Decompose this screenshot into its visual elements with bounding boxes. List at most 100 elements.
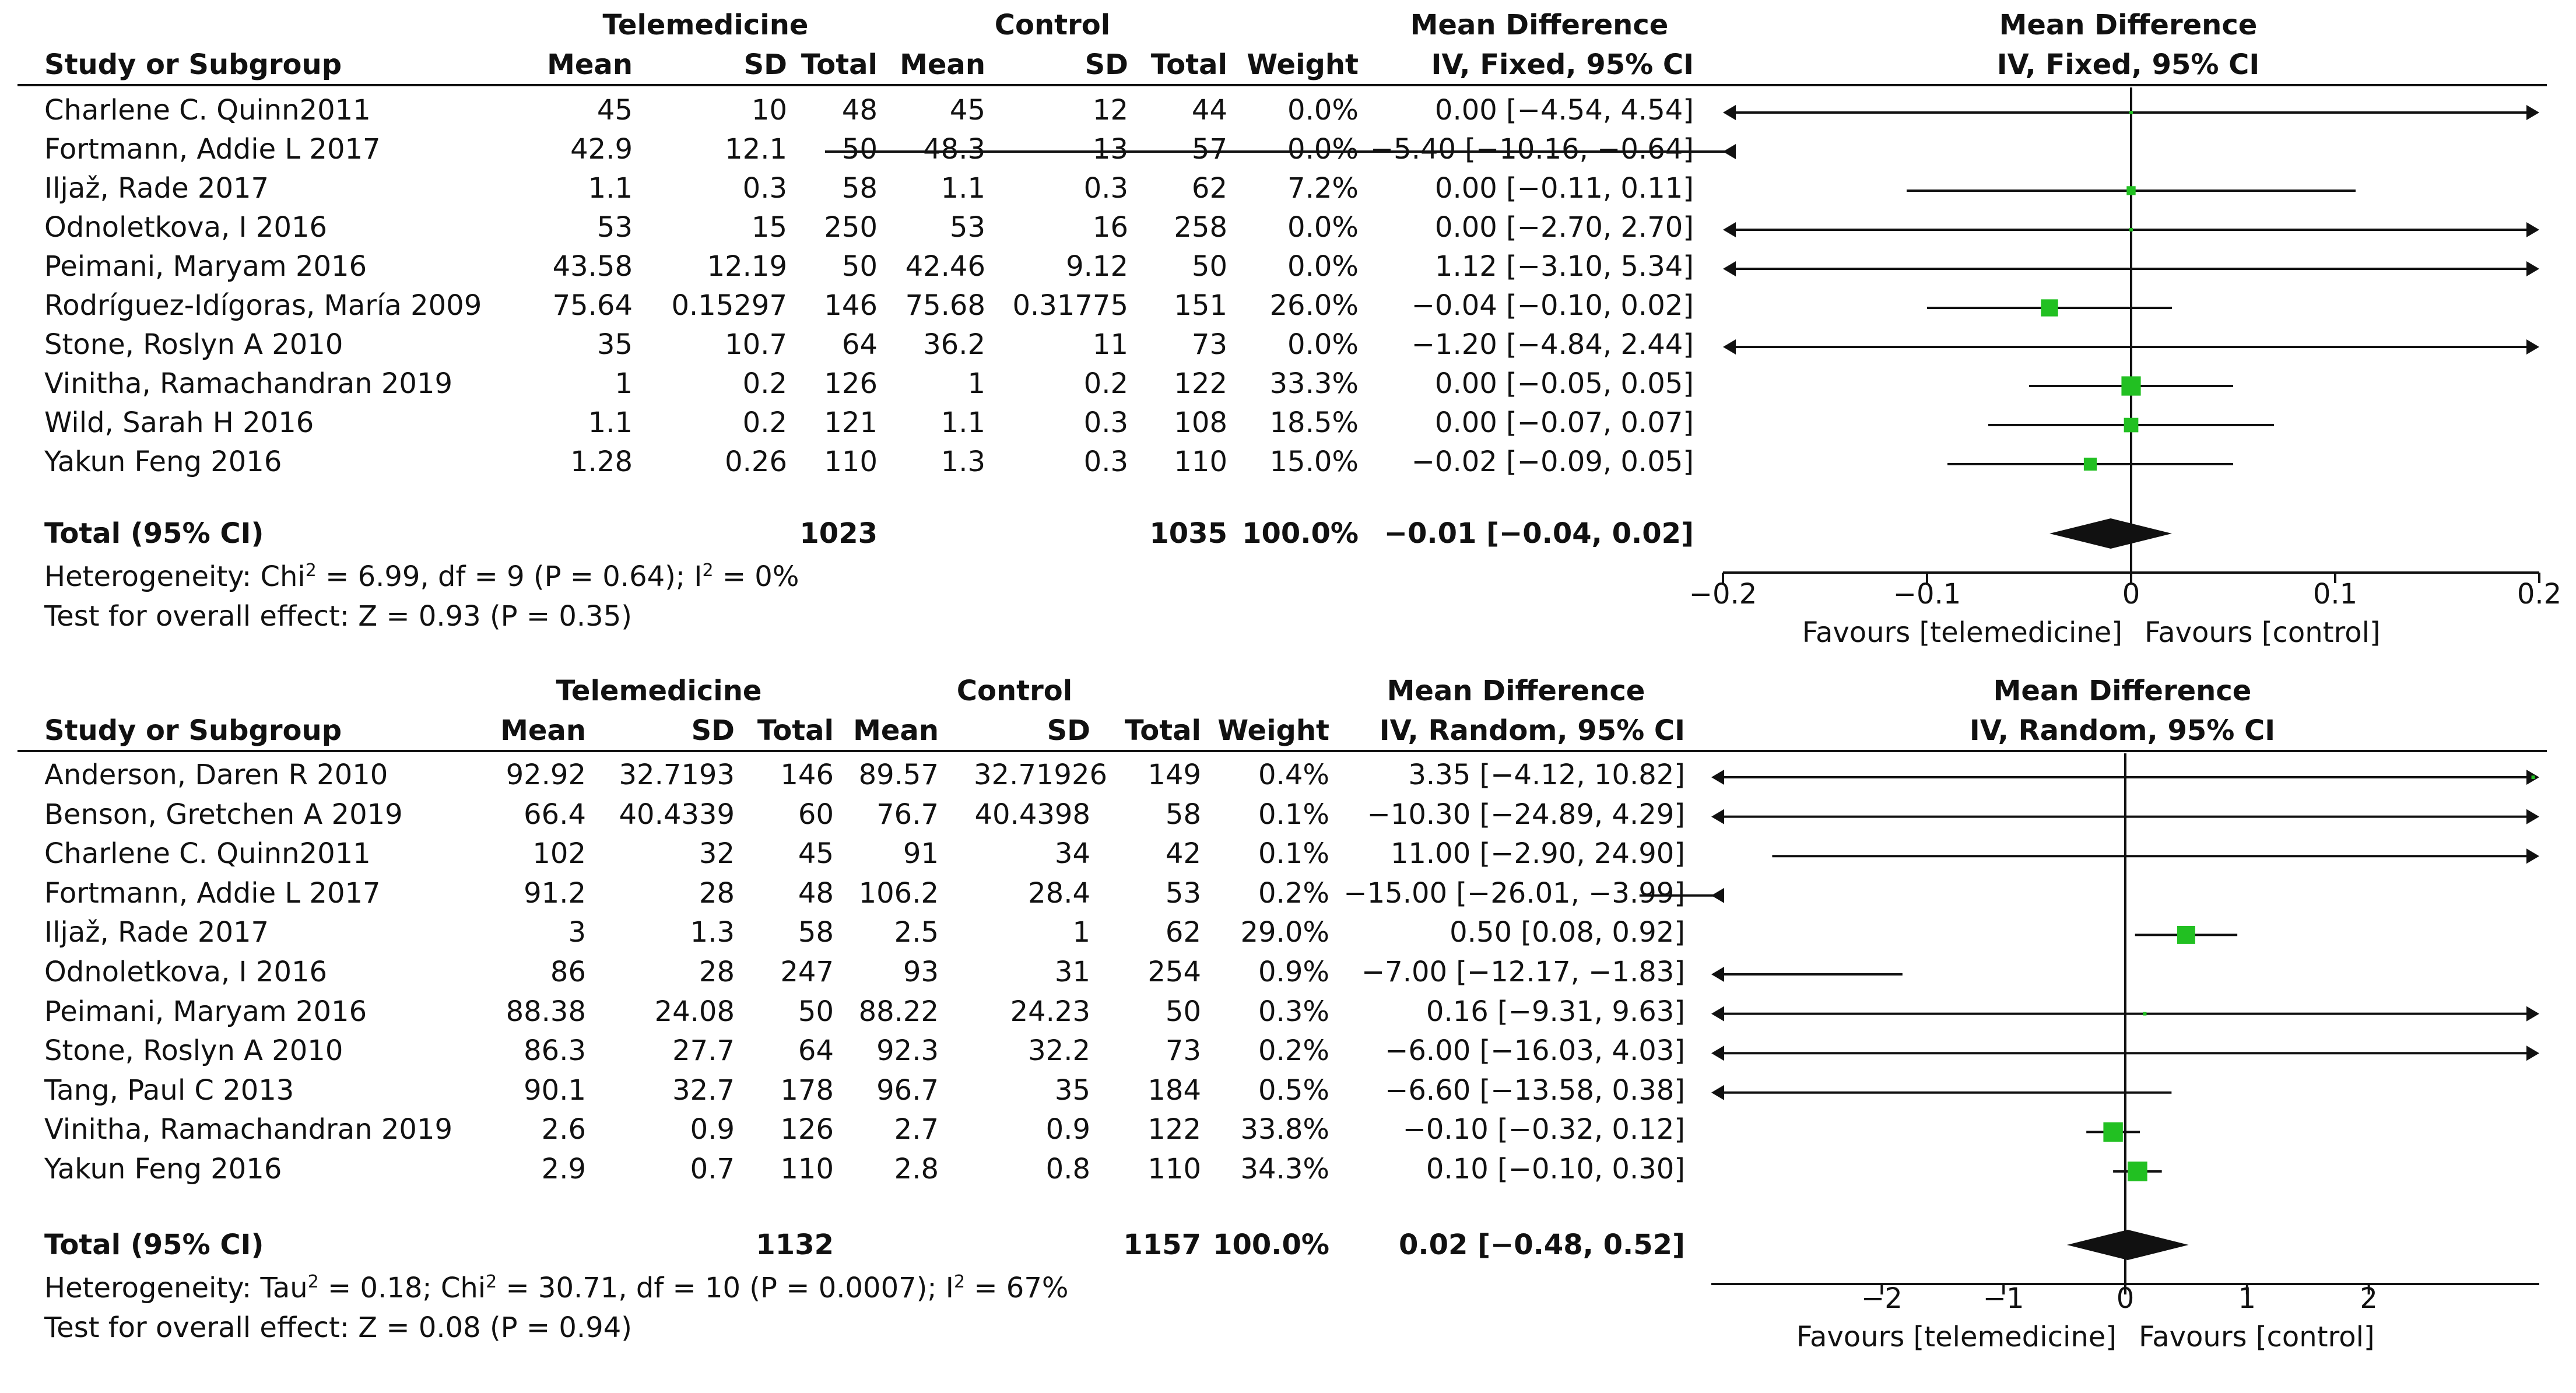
group-header-control: Control [956,675,1073,707]
cell-ctrl-total: 50 [1165,995,1201,1028]
cell-ci-text: 1.12 [−3.10, 5.34] [1434,250,1694,283]
x-tick-label: 0 [2117,1282,2135,1315]
cell-ci-text: 0.00 [−0.05, 0.05] [1434,367,1694,400]
effect-marker [2126,186,2136,195]
cell-exp-sd: 0.2 [742,406,787,439]
col-study: Study or Subgroup [44,714,342,747]
total-ctrl-n: 1157 [1123,1229,1201,1261]
cell-ctrl-sd: 16 [1092,211,1128,244]
cell-exp-sd: 12.19 [707,250,787,283]
x-tick-label: −1 [1983,1282,2024,1315]
cell-exp-sd: 32.7 [672,1073,735,1107]
cell-exp-mean: 3 [568,916,586,949]
cell-ctrl-total: 110 [1174,445,1227,478]
cell-exp-mean: 1.1 [588,406,633,439]
col-ctrl-mean: Mean [900,48,985,81]
total-ctrl-n: 1035 [1149,517,1227,550]
ci-arrow-left [1723,339,1736,355]
ci-arrow-left [1711,887,1724,903]
cell-exp-mean: 88.38 [506,995,586,1028]
cell-name: Iljaž, Rade 2017 [44,172,269,205]
cell-ctrl-mean: 1.3 [940,445,985,478]
cell-ci-text: −6.00 [−16.03, 4.03] [1385,1034,1685,1068]
cell-ctrl-mean: 2.7 [894,1113,939,1146]
cell-ctrl-sd: 0.2 [1083,367,1128,400]
cell-ci-text: 3.35 [−4.12, 10.82] [1408,759,1685,791]
effect-marker [2129,111,2133,114]
cell-ctrl-sd: 13 [1092,133,1128,166]
cell-ci-text: 0.00 [−4.54, 4.54] [1434,94,1694,127]
ci-arrow-right [2526,105,2539,120]
cell-ctrl-mean: 45 [949,94,985,127]
col-exp-sd: SD [743,48,787,81]
cell-ctrl-total: 50 [1191,250,1227,283]
cell-ci-text: 0.00 [−2.70, 2.70] [1434,211,1694,244]
effect-marker [2531,776,2535,779]
cell-exp-total: 48 [798,876,834,910]
group-header-telemedicine: Telemedicine [556,675,762,707]
cell-weight: 33.3% [1269,367,1359,400]
cell-name: Fortmann, Addie L 2017 [44,876,381,910]
cell-ctrl-total: 122 [1147,1113,1201,1146]
effect-marker [2129,228,2133,231]
effect-marker [2121,376,2141,396]
cell-ctrl-mean: 48.3 [923,133,985,166]
plot-header-title: Mean Difference [1999,9,2258,41]
header-rule [17,750,2547,752]
cell-exp-total: 50 [841,250,878,283]
ci-arrow-right [2526,339,2539,355]
cell-name: Tang, Paul C 2013 [44,1073,294,1107]
total-exp-n: 1132 [756,1229,834,1261]
cell-name: Fortmann, Addie L 2017 [44,133,381,166]
cell-weight: 0.1% [1258,837,1329,871]
effect-marker [2103,1122,2123,1142]
plot-col-effect-header: IV, Random, 95% CI [1969,714,2276,747]
col-ctrl-mean: Mean [853,714,939,747]
cell-ctrl-mean: 1 [967,367,985,400]
favours-right: Favours [control] [2145,616,2381,649]
cell-ci-text: −0.10 [−0.32, 0.12] [1402,1113,1685,1146]
effect-marker [2083,457,2097,471]
cell-exp-total: 146 [824,289,878,322]
ci-arrow-right [2526,222,2539,237]
cell-exp-mean: 66.4 [524,798,586,831]
cell-ci-text: −0.02 [−0.09, 0.05] [1411,445,1694,478]
favours-left: Favours [telemedicine] [1802,616,2122,649]
cell-exp-mean: 43.58 [552,250,633,283]
cell-name: Peimani, Maryam 2016 [44,250,367,283]
cell-ctrl-mean: 36.2 [923,328,985,361]
cell-name: Wild, Sarah H 2016 [44,406,314,439]
cell-ctrl-sd: 40.4398 [974,798,1091,831]
plot-header-title: Mean Difference [1993,675,2252,707]
ci-arrow-left [1711,967,1724,982]
cell-name: Vinitha, Ramachandran 2019 [44,1113,453,1146]
col-weight: Weight [1247,48,1359,81]
cell-exp-sd: 28 [699,956,735,988]
cell-ctrl-mean: 42.46 [905,250,985,283]
cell-ctrl-sd: 0.31775 [1012,289,1129,322]
x-tick-label: 0.1 [2313,578,2357,610]
cell-name: Charlene C. Quinn2011 [44,837,371,871]
effect-marker [2177,925,2195,944]
cell-ctrl-sd: 0.3 [1083,445,1128,478]
total-ci: 0.02 [−0.48, 0.52] [1398,1229,1685,1261]
cell-exp-mean: 53 [596,211,633,244]
cell-exp-mean: 45 [596,94,633,127]
cell-exp-mean: 1.28 [570,445,633,478]
col-weight: Weight [1217,714,1329,747]
cell-ctrl-total: 62 [1191,172,1227,205]
cell-ci-text: −1.20 [−4.84, 2.44] [1411,328,1694,361]
cell-exp-total: 250 [824,211,878,244]
cell-weight: 0.2% [1258,1034,1329,1068]
cell-exp-mean: 90.1 [524,1073,586,1107]
cell-exp-mean: 75.64 [552,289,633,322]
cell-ctrl-sd: 9.12 [1066,250,1128,283]
cell-exp-sd: 10 [751,94,787,127]
cell-weight: 0.0% [1287,328,1359,361]
cell-exp-total: 126 [824,367,878,400]
heterogeneity: Heterogeneity: Tau2 = 0.18; Chi2 = 30.71… [44,1272,1069,1304]
cell-ctrl-sd: 32.2 [1028,1034,1090,1068]
cell-ctrl-sd: 1 [1072,916,1090,949]
cell-weight: 0.0% [1287,250,1359,283]
cell-name: Yakun Feng 2016 [44,445,282,478]
